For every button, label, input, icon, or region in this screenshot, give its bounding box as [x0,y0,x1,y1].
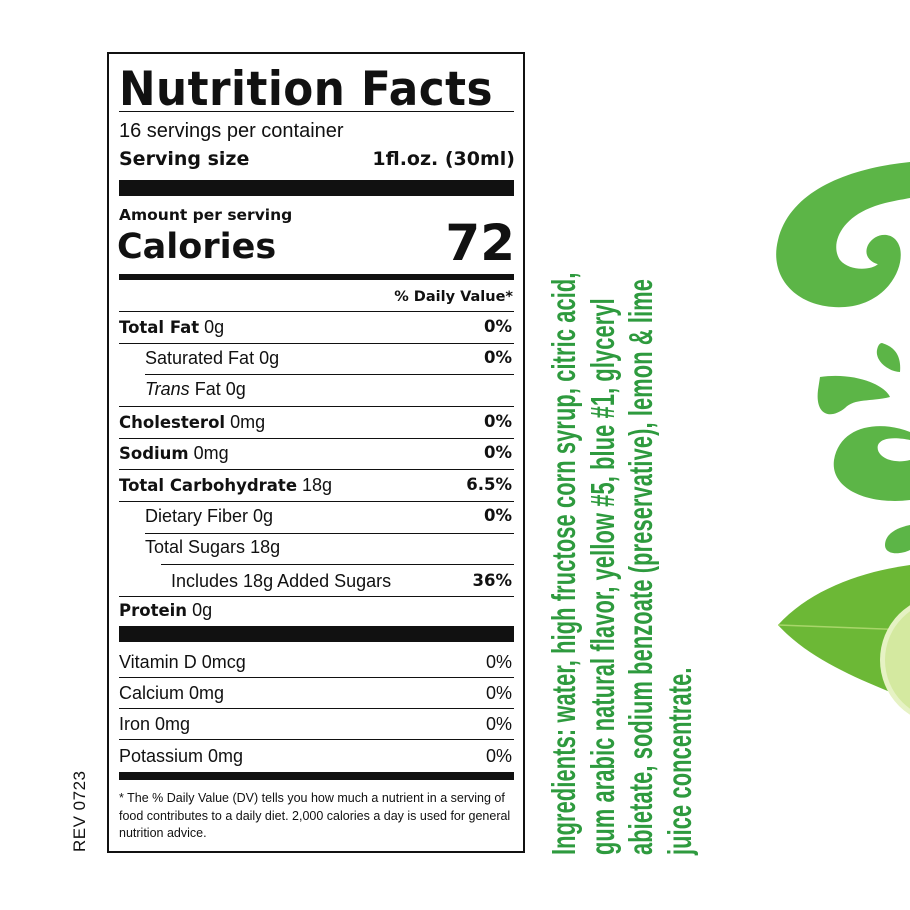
revision-code: REV 0723 [70,770,89,853]
amount-per-serving: Amount per serving [119,206,293,224]
divider [119,311,514,312]
nutrient-row-total-carbohydrate: Total Carbohydrate 18g 6.5% [119,475,512,495]
label-title: Nutrition Facts [119,62,493,117]
nutrient-row-sodium: Sodium 0mg 0% [119,443,512,463]
ingredients-line: juice concentrate. [660,667,698,855]
vitamin-row-vitamin-d: Vitamin D 0mcg 0% [119,652,512,672]
vitamin-row-calcium: Calcium 0mg 0% [119,683,512,703]
thick-divider [119,180,514,196]
nutrition-facts-label: Nutrition Facts 16 servings per containe… [107,52,525,853]
serving-size-label: Serving size [119,148,250,170]
daily-value-header: % Daily Value* [394,289,513,305]
nutrient-row-total-sugars: Total Sugars 18g [145,537,281,557]
nutrient-row-added-sugars: Includes 18g Added Sugars 36% [171,571,512,591]
nutrient-row-total-fat: Total Fat 0g 0% [119,317,512,337]
divider [119,111,514,112]
nutrient-row-trans-fat: Trans Fat 0g [145,379,246,399]
nutrient-row-saturated-fat: Saturated Fat 0g 0% [145,348,512,368]
ingredients-line: Ingredients: water, high fructose corn s… [545,272,582,855]
thick-divider [119,626,514,642]
nutrient-row-dietary-fiber: Dietary Fiber 0g 0% [145,506,512,526]
splash-decoration [776,162,910,715]
lime-slice-icon [880,605,910,715]
medium-divider [119,274,514,280]
ingredients-line: gum arabic natural flavor, yellow #5, bl… [583,298,621,855]
vitamin-row-potassium: Potassium 0mg 0% [119,746,512,766]
ingredients-list: Ingredients: water, high fructose corn s… [545,85,699,855]
vitamin-row-iron: Iron 0mg 0% [119,714,512,734]
calories-label: Calories [117,227,277,267]
footnote: * The % Daily Value (DV) tells you how m… [119,791,511,840]
calories-value: 72 [445,214,515,272]
serving-size-value: 1fl.oz. (30ml) [372,148,515,170]
splash-swirl-icon [776,162,910,554]
servings-per-container: 16 servings per container [119,120,344,142]
nutrient-row-cholesterol: Cholesterol 0mg 0% [119,412,512,432]
medium-divider [119,772,514,780]
ingredients-line: abietate, sodium benzoate (preservative)… [622,279,659,855]
nutrient-row-protein: Protein 0g [119,600,213,620]
